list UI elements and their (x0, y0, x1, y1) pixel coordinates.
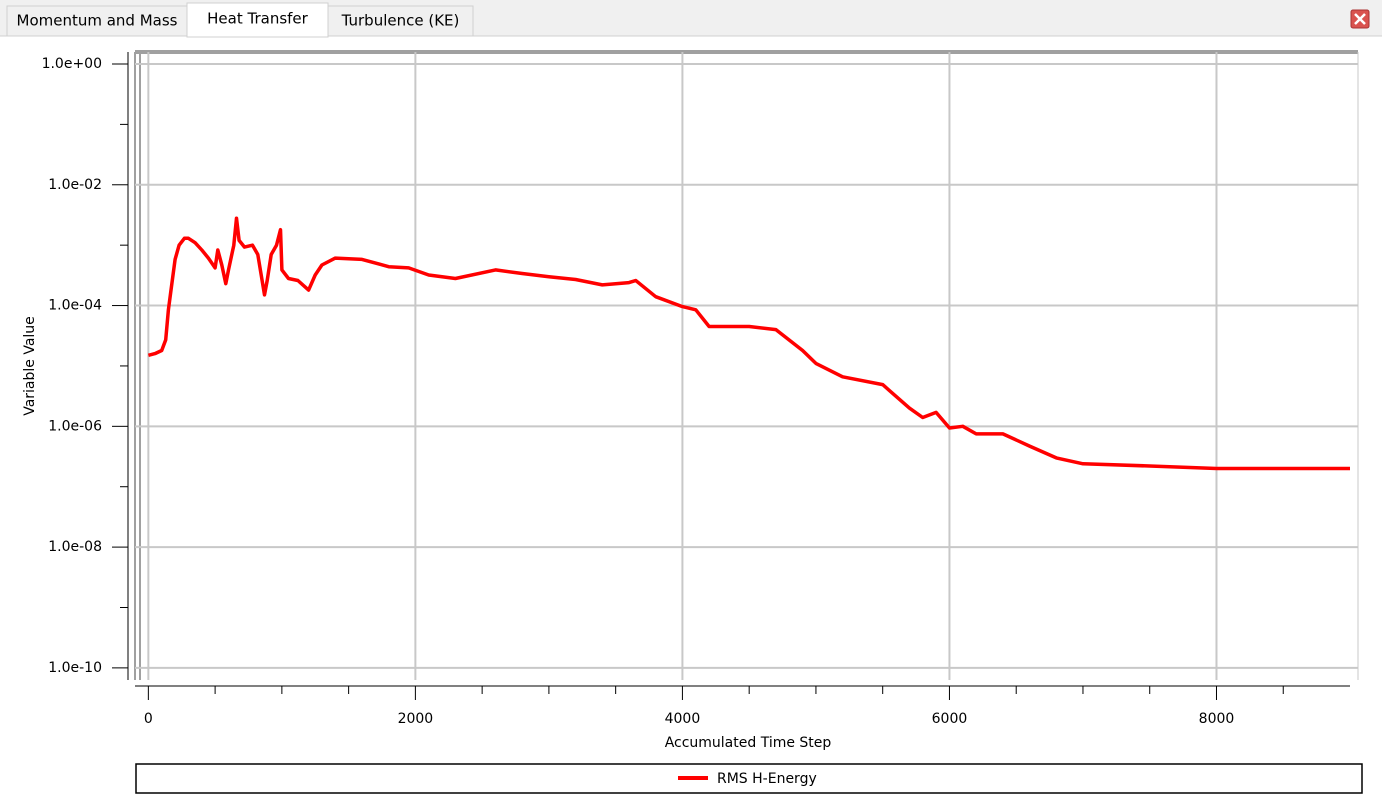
y-tick-label: 1.0e-04 (48, 298, 102, 314)
y-tick-label: 1.0e+00 (42, 56, 102, 72)
legend-label: RMS H-Energy (717, 771, 817, 787)
close-button[interactable] (1350, 9, 1370, 29)
tab[interactable] (327, 5, 474, 37)
plot: 1.0e+00 1.0e-02 1.0e-04 1.0e-06 1.0e-08 1.0e-… (42, 50, 1359, 727)
y-axis-title: Variable Value (22, 316, 38, 416)
tab-bar: Momentum and Mass Heat Transfer Turbulence… (6, 2, 474, 38)
close-icon[interactable] (1354, 13, 1366, 25)
tab-label[interactable]: Turbulence (KE) (341, 12, 460, 30)
tab[interactable] (6, 5, 188, 37)
x-tick-label: 4000 (665, 711, 701, 727)
x-tick-label: 2000 (398, 711, 434, 727)
series-line (147, 216, 1350, 471)
panel (0, 36, 1382, 808)
y-tick-label: 1.0e-10 (48, 660, 102, 676)
x-axis-title: Accumulated Time Step (665, 735, 832, 751)
x-tick-label: 6000 (932, 711, 968, 727)
tab-label[interactable]: Heat Transfer (207, 10, 308, 28)
y-tick-label: 1.0e-08 (48, 539, 102, 555)
x-tick-label: 8000 (1199, 711, 1235, 727)
y-tick-label: 1.0e-06 (48, 418, 102, 434)
legend (135, 763, 1363, 794)
y-tick-label: 1.0e-02 (48, 177, 102, 193)
tab[interactable] (186, 2, 329, 38)
tab-label[interactable]: Momentum and Mass (17, 12, 178, 30)
x-tick-label: 0 (144, 711, 153, 727)
